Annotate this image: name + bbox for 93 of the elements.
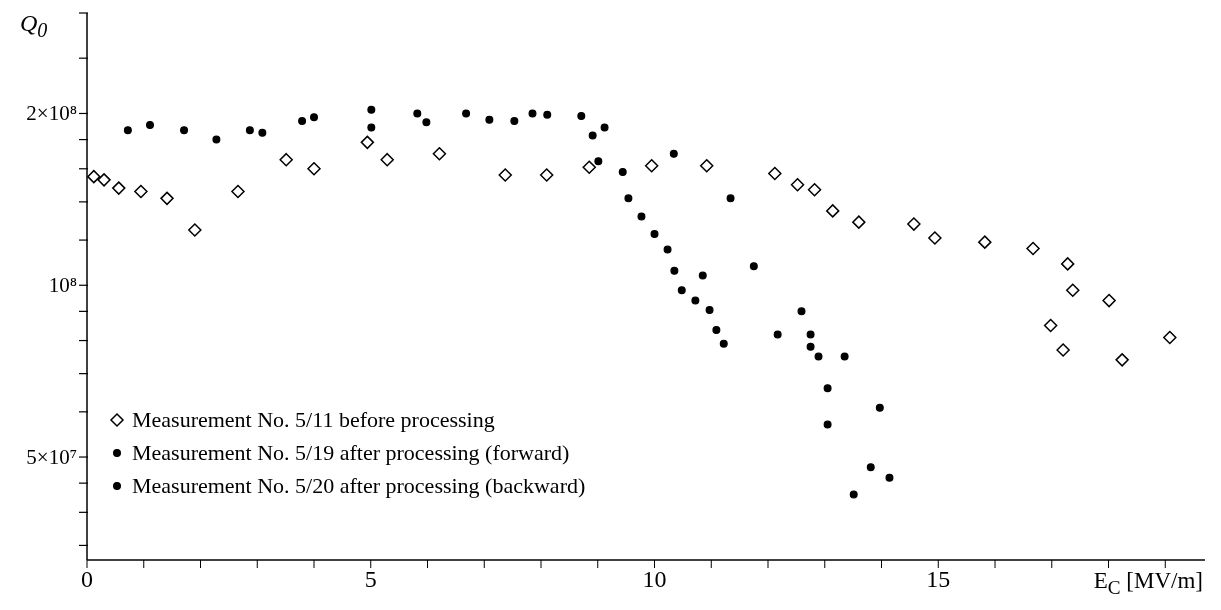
point (245, 126, 254, 135)
x-tick-label: 0 (81, 566, 93, 593)
point (231, 184, 245, 199)
point (462, 109, 471, 118)
point (670, 266, 679, 275)
point (637, 212, 646, 221)
legend-label: Measurement No. 5/11 before processing (132, 406, 495, 434)
point (928, 231, 942, 245)
point (112, 181, 126, 195)
point (806, 342, 815, 351)
point (773, 330, 782, 339)
point (298, 117, 307, 126)
point (807, 183, 822, 197)
point (790, 178, 805, 192)
point (644, 158, 659, 173)
x-axis-title: E$_{C}$ [MV/m] (1087, 568, 1203, 599)
point (539, 168, 554, 182)
point (1026, 241, 1040, 256)
point (840, 352, 849, 361)
y-tick-label: 2×10⁸ (26, 101, 77, 126)
point (160, 191, 174, 206)
point (650, 229, 659, 238)
point (978, 235, 992, 249)
point (485, 115, 494, 124)
point (307, 162, 321, 176)
point (543, 110, 552, 119)
point (669, 149, 678, 158)
point (814, 352, 823, 361)
point (1115, 353, 1129, 367)
point (510, 117, 519, 126)
point (618, 167, 627, 176)
y-axis-title: Q$_{0}$ (20, 10, 48, 42)
point (123, 126, 132, 135)
point (866, 463, 875, 472)
point (279, 152, 293, 167)
x-tick-label: 10 (642, 566, 667, 593)
point (806, 330, 815, 339)
point (380, 152, 394, 167)
point (749, 262, 758, 271)
point (212, 135, 221, 144)
x-tick-label: 5 (364, 566, 377, 593)
point (582, 160, 596, 174)
y-tick-label: 10⁸ (48, 273, 77, 298)
point (663, 245, 672, 254)
point (145, 120, 154, 129)
point (413, 109, 422, 118)
point (180, 126, 189, 135)
point (1060, 257, 1075, 271)
point (823, 384, 832, 393)
point (310, 113, 318, 122)
point (188, 223, 202, 237)
point (691, 296, 700, 305)
y-tick-label: 5×10⁷ (26, 445, 77, 470)
point (852, 215, 866, 229)
x-tick-label: 15 (926, 566, 951, 593)
point (1163, 330, 1177, 345)
point (1043, 318, 1058, 333)
point (726, 194, 735, 203)
point (97, 173, 111, 187)
point (134, 184, 148, 199)
point (823, 420, 832, 429)
point (367, 123, 376, 132)
point (1102, 293, 1116, 308)
point (885, 473, 894, 482)
point (577, 111, 586, 120)
point (528, 109, 537, 118)
point (849, 490, 858, 499)
point (624, 194, 633, 203)
point (825, 204, 840, 218)
point (677, 286, 686, 295)
point (705, 305, 714, 314)
point (422, 118, 431, 127)
point (600, 123, 609, 132)
point (258, 128, 267, 137)
point (875, 403, 884, 412)
point (87, 169, 101, 184)
point (432, 147, 447, 161)
point (712, 325, 721, 334)
point (594, 157, 603, 166)
point (698, 271, 707, 280)
point (719, 339, 728, 348)
point (588, 131, 597, 140)
legend-label: Measurement No. 5/19 after processing (forward) (132, 439, 570, 467)
point (768, 166, 782, 181)
point (699, 158, 714, 173)
point (360, 135, 375, 150)
point (1056, 343, 1070, 357)
legend-label: Measurement No. 5/20 after processing (backward) (132, 472, 586, 500)
point (367, 105, 376, 114)
point (1066, 283, 1080, 298)
point (797, 307, 806, 316)
point (498, 168, 513, 182)
point (907, 217, 921, 231)
